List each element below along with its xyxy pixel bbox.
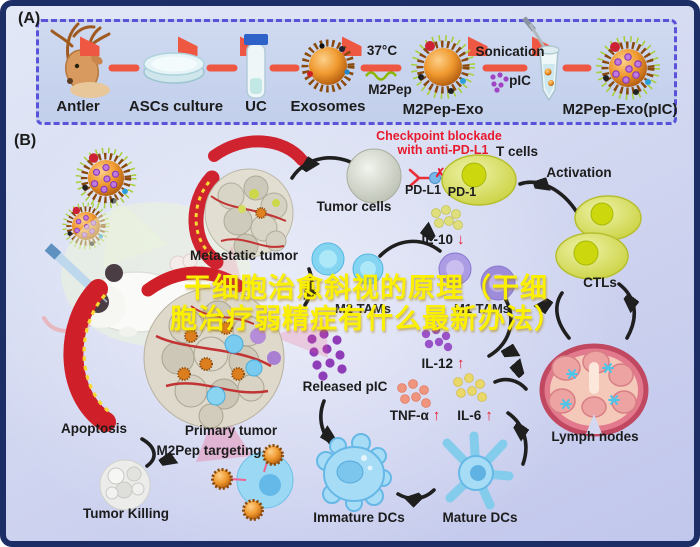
mature-dc-icon [442,431,514,510]
il12-label: IL-12 ↑ [421,355,465,373]
il12-dots-icon [421,325,453,352]
m2pep-targeting-label: M2Pep targeting [156,443,262,458]
immature-dc-icon [316,433,392,512]
anti-pd-l1-label: with anti-PD-L1 [397,143,489,157]
ctl-cells-icon [555,195,642,280]
immature-dcs-label: Immature DCs [313,510,405,525]
tumor-killing-label: Tumor Killing [83,506,169,521]
m2pep-exo-pic-icon [599,39,657,97]
released-pic-label: Released pIC [302,379,388,394]
m2pep-squiggle-icon [365,71,397,81]
tnf-dots-icon [397,379,431,408]
m2pep-label: M2Pep [368,82,412,97]
down-arrow-icon: ↓ [457,231,465,248]
ctls-label: CTLs [583,275,617,290]
tumor-cell-icon [346,148,402,204]
m2pep-exo-icon [411,35,475,99]
il10-label: IL-10 ↓ [421,231,465,249]
up-arrow-icon: ↑ [485,407,493,424]
watermark-line-1: 干细胞治愈斜视的原理（干细 [184,273,548,303]
lymph-nodes-label: Lymph nodes [551,429,639,444]
il6-label: IL-6 ↑ [457,407,493,425]
anti-pd-l1-antibody-icon [408,168,462,188]
up-arrow-icon: ↑ [432,407,441,424]
step-label-exosomes: Exosomes [290,98,366,115]
up-arrow-icon: ↑ [457,355,465,372]
panel-b-label: (B) [14,132,37,149]
checkpoint-blockade-label: Checkpoint blockade [376,129,502,143]
tnf-label: TNF-α ↑ [389,407,441,425]
mature-dcs-label: Mature DCs [442,510,518,525]
primary-tumor-label: Primary tumor [184,423,278,438]
apoptosis-label: Apoptosis [61,421,127,436]
step-label-antler: Antler [56,98,100,115]
pd-l1-label: PD-L1 [404,183,442,197]
deer-antler-icon [50,22,111,98]
il12-text: IL-12 [421,355,454,371]
pic-dots-icon [490,72,509,93]
panel-a-label: (A) [18,10,41,27]
watermark-line-2: 胞治疗弱精症有什么最新办法） [170,304,562,334]
il6-text: IL-6 [457,407,482,423]
pd-1-label: PD-1 [447,185,477,199]
t-cells-label: T cells [495,144,539,159]
petri-dish-icon [143,52,205,84]
tnf-text: TNF-α [389,407,429,423]
sonication-tube-icon [522,16,560,102]
metastatic-tumor-label: Metastatic tumor [189,248,299,263]
pic-label: pIC [509,73,531,88]
uc-tube-icon [244,34,268,99]
apoptotic-cell-icon [99,459,151,511]
temperature-label: 37°C [366,43,398,58]
step-label-uc: UC [245,98,267,115]
primary-tumor-icon [63,246,328,462]
activation-label: Activation [546,165,612,180]
step-label-m2pep-exo-pic: M2Pep-Exo(pIC) [562,101,678,118]
lymph-node-icon [539,343,649,437]
released-pic-dots-icon [307,329,347,381]
step-label-ascs-culture: ASCs culture [128,98,224,115]
m2-tam-cells-icon [311,242,384,285]
injected-exosome-icon [78,150,133,205]
m2pep-targeting-cell-icon [211,444,294,521]
tumor-cells-label: Tumor cells [316,199,392,214]
metastatic-tumor-icon [188,135,308,270]
m2-tams-label: M2 TAMs [334,301,392,316]
sonication-label: Sonication [475,44,545,59]
il10-dots-icon [431,205,463,230]
step-label-m2pep-exo: M2Pep-Exo [402,101,484,118]
t-cell-icon [441,154,517,206]
il10-text: IL-10 [421,231,454,247]
blocked-x-icon: ✗ [434,166,446,180]
m1-tam-cells-icon [438,252,516,301]
illustration-layer [42,16,700,521]
m1-tams-label: M1 TAMs [453,301,511,316]
exosome-icon [301,39,355,93]
il6-dots-icon [453,373,487,402]
flow-arrows [140,156,634,499]
